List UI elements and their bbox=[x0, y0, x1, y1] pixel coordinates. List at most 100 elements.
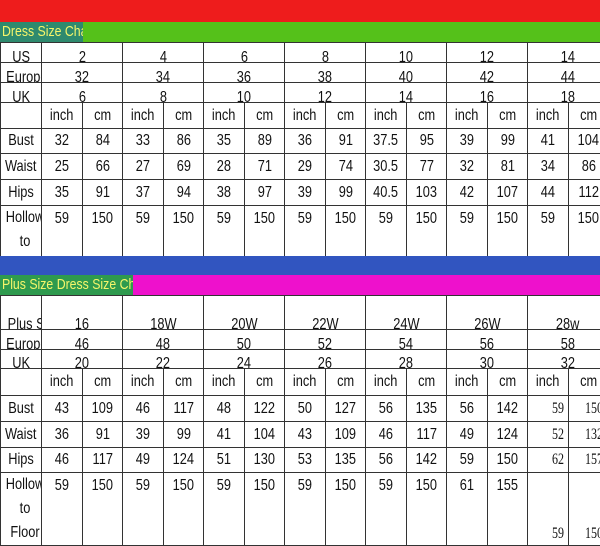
measurement-cell: 117 bbox=[164, 396, 204, 422]
europe-size-cell-text: 46 bbox=[75, 338, 89, 350]
measurement-cell: 130 bbox=[245, 448, 285, 473]
measurement-cell-text: 150 bbox=[92, 477, 113, 495]
measurement-cell: 50 bbox=[285, 396, 326, 422]
unit-cm-header: cm bbox=[83, 103, 123, 129]
uk-size-cell: 26 bbox=[285, 350, 366, 369]
measurement-cell: 124 bbox=[164, 448, 204, 473]
measurement-cell: 46 bbox=[366, 422, 407, 448]
us-size-cell-text: 16 bbox=[75, 318, 89, 330]
us-label-text: US bbox=[12, 51, 30, 63]
uk-size-cell-text: 6 bbox=[78, 91, 85, 103]
measurement-cell-text: 27 bbox=[136, 158, 150, 176]
unit-cm-header: cm bbox=[245, 369, 285, 396]
uk-size-cell-text: 26 bbox=[318, 357, 332, 369]
measurement-cell: 97 bbox=[245, 180, 285, 206]
measurement-cell: 99 bbox=[164, 422, 204, 448]
unit-inch-header-text: inch bbox=[455, 107, 478, 125]
measurement-cell: 99 bbox=[326, 180, 366, 206]
measurement-cell-text: 36 bbox=[298, 132, 312, 150]
us-size-cell-text: 20W bbox=[231, 318, 257, 330]
measurement-cell-text: 44 bbox=[541, 184, 555, 202]
measurement-cell-text: 29 bbox=[298, 158, 312, 176]
plus-chart-title-text: Plus Size Dress Size Chart bbox=[2, 275, 133, 295]
measurement-cell: 32 bbox=[42, 129, 83, 154]
unit-cm-header: cm bbox=[245, 103, 285, 129]
europe-label-text: Europe bbox=[6, 338, 41, 350]
unit-inch-header-text: inch bbox=[212, 107, 235, 125]
measurement-cell: 51 bbox=[204, 448, 245, 473]
measurement-cell-text: 66 bbox=[95, 158, 109, 176]
measurement-cell: 41 bbox=[528, 129, 569, 154]
plus-chart-title: Plus Size Dress Size Chart bbox=[0, 275, 133, 295]
us-size-cell-text: 26W bbox=[474, 318, 500, 330]
pink-band: Plus Size Dress Size Chart bbox=[0, 275, 600, 295]
measurement-cell-text: 99 bbox=[176, 426, 190, 444]
us-size-cell: 24W bbox=[366, 296, 447, 330]
measurement-cell: 142 bbox=[488, 396, 528, 422]
europe-size-cell: 32 bbox=[42, 63, 123, 83]
us-size-cell-text: 18W bbox=[150, 318, 176, 330]
unit-cm-header-text: cm bbox=[94, 373, 111, 391]
measurement-cell: 27 bbox=[123, 154, 164, 180]
measurement-label-text: Hips bbox=[8, 184, 34, 202]
measurement-row: Bust43109461174812250127561355614259150 bbox=[1, 396, 600, 422]
measurement-cell-text: 142 bbox=[497, 400, 518, 418]
measurement-cell: 109 bbox=[83, 396, 123, 422]
uk-label-text: UK bbox=[12, 91, 30, 103]
unit-inch-header-text: inch bbox=[536, 373, 559, 391]
measurement-cell-text: 150 bbox=[497, 451, 518, 469]
measurement-cell-text: 117 bbox=[173, 400, 193, 418]
measurement-cell-text: 32 bbox=[55, 132, 69, 150]
measurement-cell-text: 109 bbox=[335, 426, 356, 444]
measurement-cell-text: 49 bbox=[136, 451, 150, 469]
unit-inch-header-text: inch bbox=[293, 373, 316, 391]
uk-size-cell: 20 bbox=[42, 350, 123, 369]
unit-cm-header: cm bbox=[488, 369, 528, 396]
unit-cm-header: cm bbox=[164, 103, 204, 129]
measurement-cell-text: 53 bbox=[298, 451, 312, 469]
measurement-cell: 150 bbox=[407, 473, 447, 546]
unit-inch-header: inch bbox=[123, 369, 164, 396]
measurement-cell: 104 bbox=[245, 422, 285, 448]
unit-cm-header-text: cm bbox=[256, 107, 273, 125]
measurement-cell-text: 35 bbox=[217, 132, 231, 150]
uk-size-cell: 22 bbox=[123, 350, 204, 369]
us-size-cell-text: 8 bbox=[321, 51, 328, 63]
measurement-cell-text: 157 bbox=[585, 451, 600, 469]
unit-inch-header-text: inch bbox=[293, 107, 316, 125]
measurement-cell-text: 61 bbox=[460, 477, 474, 495]
measurement-cell: 109 bbox=[326, 422, 366, 448]
measurement-cell: 150 bbox=[164, 473, 204, 546]
measurement-cell-text: 39 bbox=[460, 132, 474, 150]
measurement-cell-text: 46 bbox=[379, 426, 393, 444]
measurement-cell: 157 bbox=[569, 448, 600, 473]
measurement-cell-text: 42 bbox=[460, 184, 474, 202]
measurement-cell-text: 95 bbox=[419, 132, 433, 150]
measurement-cell-text: 89 bbox=[257, 132, 271, 150]
measurement-cell-text: 135 bbox=[335, 451, 356, 469]
europe-size-cell: 52 bbox=[285, 330, 366, 350]
measurement-cell: 35 bbox=[42, 180, 83, 206]
measurement-cell: 32 bbox=[447, 154, 488, 180]
measurement-cell: 30.5 bbox=[366, 154, 407, 180]
measurement-cell-text: 150 bbox=[92, 210, 113, 228]
uk-size-cell: 16 bbox=[447, 83, 528, 103]
uk-size-cell: 28 bbox=[366, 350, 447, 369]
unit-inch-header: inch bbox=[42, 103, 83, 129]
measurement-cell-text: 37 bbox=[136, 184, 150, 202]
measurement-cell: 59 bbox=[528, 473, 569, 546]
measurement-cell: 103 bbox=[407, 180, 447, 206]
measurement-cell-text: 77 bbox=[419, 158, 433, 176]
europe-size-cell: 48 bbox=[123, 330, 204, 350]
us-size-cell: 6 bbox=[204, 43, 285, 63]
measurement-cell: 59 bbox=[204, 473, 245, 546]
us-size-cell: 8 bbox=[285, 43, 366, 63]
measurement-cell: 49 bbox=[123, 448, 164, 473]
unit-inch-header-text: inch bbox=[212, 373, 235, 391]
us-size-cell: 12 bbox=[447, 43, 528, 63]
unit-cm-header-text: cm bbox=[175, 373, 192, 391]
measurement-cell: 48 bbox=[204, 396, 245, 422]
